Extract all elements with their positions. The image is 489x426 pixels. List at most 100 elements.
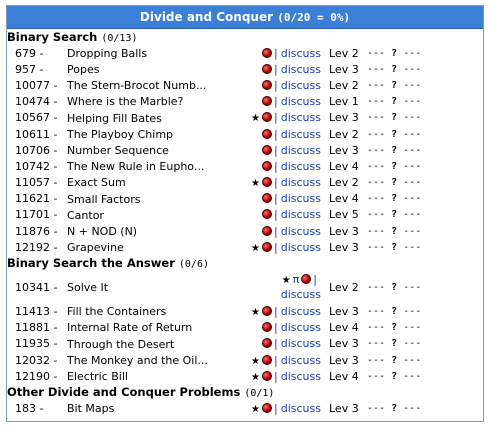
discuss-link[interactable]: discuss [280,208,321,222]
problem-title[interactable]: The Stern-Brocot Numb... [67,79,207,93]
problem-title[interactable]: Bit Maps [67,402,115,416]
status-question: ? [391,47,398,59]
problem-title[interactable]: Helping Fill Bates [67,111,162,125]
ball-icon[interactable] [262,63,273,74]
ball-icon[interactable] [262,47,273,58]
status-question: ? [391,209,398,221]
discuss-link[interactable]: discuss [280,192,321,206]
level-cell: Lev 3 [323,142,363,158]
discuss-link[interactable]: discuss [280,111,321,125]
problem-title[interactable]: Through the Desert [67,337,175,351]
ball-icon[interactable] [262,209,273,220]
ball-icon[interactable] [262,354,273,365]
ball-icon[interactable] [262,402,273,413]
discuss-link[interactable]: discuss [280,46,321,60]
problem-title[interactable]: The Playboy Chimp [67,127,174,141]
problem-level: Lev 3 [329,353,359,367]
ball-icon[interactable] [262,370,273,381]
problem-title[interactable]: Cantor [67,208,104,222]
status-question: ? [391,79,398,91]
problem-title[interactable]: Internal Rate of Return [67,321,193,335]
ball-icon[interactable] [262,79,273,90]
level-cell: Lev 2 [323,175,363,191]
ball-icon[interactable] [262,322,273,333]
ball-icon[interactable] [262,241,273,252]
problem-title[interactable]: The New Rule in Eupho... [67,160,205,174]
status-cell: --- ? --- [363,45,483,61]
discuss-link[interactable]: discuss [280,353,321,367]
discuss-link[interactable]: discuss [280,337,321,351]
level-cell: Lev 2 [323,77,363,93]
ball-icon[interactable] [301,273,312,284]
problem-level: Lev 2 [329,127,359,141]
section-header: Binary Search (0/13) [7,29,483,45]
discuss-link[interactable]: discuss [280,369,321,383]
pi-icon[interactable]: π [292,272,300,286]
problem-title[interactable]: Popes [67,63,100,77]
ball-icon[interactable] [262,144,273,155]
problem-row: 11413 - Fill the Containers ★ | discuss Lev 3… [7,303,483,319]
problem-title[interactable]: N + NOD (N) [67,224,138,238]
discuss-link[interactable]: discuss [280,78,321,92]
status-dash: --- [403,96,422,108]
ball-icon[interactable] [262,306,273,317]
discuss-link[interactable]: discuss [280,240,321,254]
section-cell: Binary Search (0/13) [7,29,483,45]
section-name: Binary Search the Answer [7,256,175,271]
problem-level: Lev 2 [329,280,359,294]
problem-title[interactable]: Fill the Containers [67,305,167,319]
discuss-link[interactable]: discuss [280,62,321,76]
problem-title[interactable]: Solve It [67,281,109,295]
discuss-link[interactable]: discuss [280,401,321,415]
status-cell: --- ? --- [363,110,483,126]
separator: | [274,401,278,415]
problem-title[interactable]: Electric Bill [67,370,128,384]
problem-title-cell: The New Rule in Eupho... [67,158,233,174]
status-question: ? [391,112,398,124]
problem-row: 11621 - Small Factors | discuss Lev 4 --- ? -… [7,191,483,207]
ball-icon[interactable] [262,96,273,107]
problem-title[interactable]: The Monkey and the Oil... [67,353,208,367]
status-dash: --- [403,193,422,205]
status-dash: --- [367,209,386,221]
problem-row: 10341 - Solve It ★ π | discuss Lev 2 --- ? --- [7,271,483,303]
discuss-link[interactable]: discuss [280,159,321,173]
problem-row: 11876 - N + NOD (N) | discuss Lev 3 --- ? --- [7,223,483,239]
ball-icon[interactable] [262,177,273,188]
problem-title[interactable]: Where is the Marble? [67,95,184,109]
discuss-link[interactable]: discuss [280,176,321,190]
discuss-link[interactable]: discuss [280,127,321,141]
section-count: (0/6) [178,259,209,271]
problem-level: Lev 3 [329,240,359,254]
section-count: (0/13) [101,33,138,44]
separator: | [274,95,278,109]
problem-title[interactable]: Number Sequence [67,143,169,157]
ball-icon[interactable] [262,112,273,123]
status-cell: --- ? --- [363,158,483,174]
problem-title-cell: Dropping Balls [67,45,233,61]
status-dash: --- [367,160,386,172]
problem-row: 679 - Dropping Balls | discuss Lev 2 --- ? --… [7,45,483,61]
ball-icon[interactable] [262,160,273,171]
separator: | [274,240,278,254]
status-dash: --- [403,47,422,59]
discuss-link[interactable]: discuss [280,95,321,109]
problem-number: 10611 - [15,127,58,141]
ball-icon[interactable] [262,128,273,139]
ball-icon[interactable] [262,225,273,236]
problem-title[interactable]: Exact Sum [67,176,126,190]
problem-title[interactable]: Grapevine [67,241,124,255]
ball-icon[interactable] [262,193,273,204]
discuss-link[interactable]: discuss [280,143,321,157]
problem-title[interactable]: Small Factors [67,192,141,206]
discuss-link[interactable]: discuss [280,224,321,238]
discuss-link[interactable]: discuss [280,287,321,301]
problem-number: 12190 - [15,369,58,383]
separator: | [313,272,318,286]
discuss-link[interactable]: discuss [280,321,321,335]
discuss-link[interactable]: discuss [280,305,321,319]
ball-icon[interactable] [262,338,273,349]
problem-title[interactable]: Dropping Balls [67,46,148,60]
status-cell: --- ? --- [363,239,483,255]
problem-number-cell: 957 - [7,61,67,77]
